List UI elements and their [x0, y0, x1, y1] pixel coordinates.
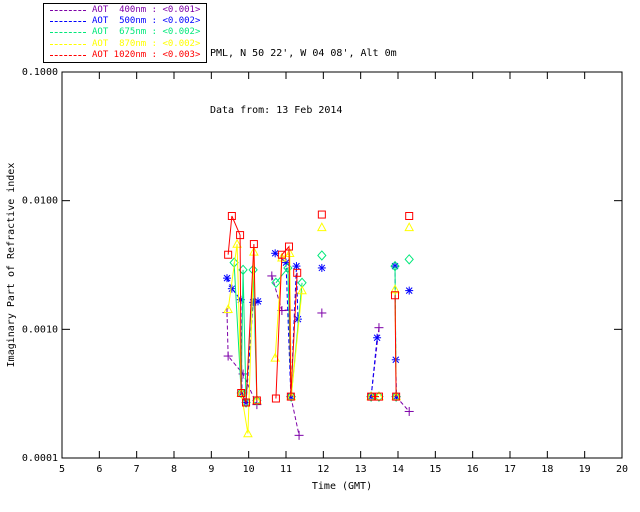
series-aot-675nm [229, 250, 414, 408]
svg-text:Imaginary Part of Refractive i: Imaginary Part of Refractive index [6, 163, 17, 368]
legend-entry: AOT 1020nm : <0.003> [50, 50, 206, 61]
legend-entry: AOT 870nm : <0.002> [50, 39, 206, 50]
svg-text:0.0001: 0.0001 [22, 453, 58, 464]
y-axis: 0.1000 0.0100 0.0010 0.0001 [22, 67, 622, 464]
dashed-line-icon [50, 32, 86, 34]
svg-text:14: 14 [392, 464, 404, 475]
y-axis-title: Imaginary Part of Refractive index [6, 163, 17, 368]
svg-text:0.1000: 0.1000 [22, 67, 58, 78]
svg-text:16: 16 [467, 464, 479, 475]
svg-text:7: 7 [134, 464, 140, 475]
svg-text:8: 8 [171, 464, 177, 475]
legend-entry-label: AOT 870nm : <0.002> [92, 38, 201, 49]
svg-text:19: 19 [579, 464, 591, 475]
x-axis: 5 6 7 8 9 10 11 12 13 14 15 16 17 18 19 20 [59, 72, 628, 475]
svg-text:13: 13 [355, 464, 367, 475]
svg-text:15: 15 [429, 464, 441, 475]
data-date: Data from: 13 Feb 2014 [210, 105, 343, 116]
svg-text:20: 20 [616, 464, 628, 475]
svg-text:12: 12 [317, 464, 329, 475]
legend-entry-label: AOT 675nm : <0.002> [92, 27, 201, 38]
svg-text:0.0100: 0.0100 [22, 196, 58, 207]
svg-text:17: 17 [504, 464, 516, 475]
dashed-line-icon [50, 10, 86, 12]
axes [61, 71, 623, 459]
legend-entry: AOT 400nm : <0.001> [50, 5, 206, 16]
legend-entry: AOT 675nm : <0.002> [50, 27, 206, 38]
legend-entry-label: AOT 1020nm : <0.003> [92, 49, 201, 60]
legend-entry-label: AOT 400nm : <0.001> [92, 5, 201, 16]
legend: AOT 400nm : <0.001> AOT 500nm : <0.002> … [43, 3, 207, 63]
svg-text:5: 5 [59, 464, 65, 475]
svg-text:9: 9 [208, 464, 214, 475]
svg-text:6: 6 [96, 464, 102, 475]
svg-text:18: 18 [541, 464, 553, 475]
dashed-line-icon [50, 54, 86, 56]
site-header: PML, N 50 22', W 04 08', Alt 0m Data fro… [210, 6, 397, 158]
dashed-line-icon [50, 21, 86, 23]
svg-text:0.0010: 0.0010 [22, 324, 58, 335]
x-axis-title: Time (GMT) [312, 481, 372, 492]
series-aot-500nm [223, 249, 414, 407]
svg-text:Time (GMT): Time (GMT) [312, 481, 372, 492]
site-location: PML, N 50 22', W 04 08', Alt 0m [210, 48, 397, 59]
series-aot-1020nm [224, 210, 414, 407]
svg-text:10: 10 [243, 464, 255, 475]
legend-entry-label: AOT 500nm : <0.002> [92, 16, 201, 27]
legend-entry: AOT 500nm : <0.002> [50, 16, 206, 27]
dashed-line-icon [50, 43, 86, 45]
svg-text:11: 11 [280, 464, 292, 475]
